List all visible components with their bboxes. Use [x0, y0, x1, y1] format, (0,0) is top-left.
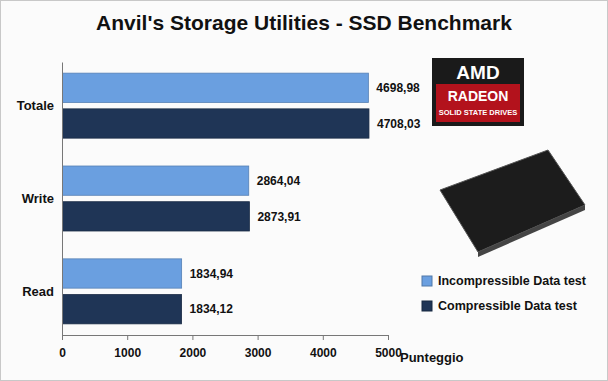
data-label: 1834,94	[190, 267, 234, 281]
bar	[62, 166, 249, 195]
bar	[62, 109, 369, 138]
x-tick: 1000	[114, 335, 141, 360]
legend-swatch	[422, 301, 432, 311]
x-axis-line	[63, 336, 389, 341]
annotation: SOLID STATE DRIVES	[439, 108, 517, 117]
x-tick-label: 2000	[180, 346, 207, 360]
x-tick: 3000	[245, 335, 272, 360]
chart: Anvil's Storage Utilities - SSD Benchmar…	[0, 0, 608, 381]
data-label: 1834,12	[190, 302, 234, 316]
legend-swatch	[422, 276, 432, 286]
logo-box	[432, 58, 524, 126]
x-tick: 0	[59, 335, 66, 360]
bar	[62, 259, 182, 288]
annotation: RADEON	[448, 88, 509, 104]
y-tick-label: Totale	[17, 98, 54, 113]
x-tick-label: 4000	[310, 346, 337, 360]
x-tick-mark	[62, 335, 63, 340]
bar	[62, 295, 182, 324]
x-tick-label: 3000	[245, 346, 272, 360]
x-tick: 5000	[375, 335, 402, 360]
y-tick-label: Read	[22, 284, 54, 299]
y-axis: Totale Write Read	[17, 63, 63, 336]
x-tick-mark	[258, 335, 259, 340]
data-label: 4708,03	[377, 117, 421, 131]
data-label: 4698,98	[376, 81, 420, 95]
bars	[62, 73, 369, 324]
y-tick: Write	[22, 191, 62, 206]
ssd-image	[440, 150, 585, 252]
logo-band	[436, 84, 520, 122]
ssd-edge	[478, 205, 585, 257]
legend-label: Compressible Data test	[438, 299, 578, 313]
x-tick-mark	[323, 335, 324, 340]
legend-label: Incompressible Data test	[438, 274, 587, 288]
annotation: AMD	[456, 62, 499, 83]
title: Anvil's Storage Utilities - SSD Benchmar…	[96, 11, 512, 34]
bar	[62, 73, 368, 102]
y-tick-label: Write	[22, 191, 54, 206]
x-tick-mark	[388, 335, 389, 340]
y-tick: Totale	[17, 98, 62, 113]
x-tick: 4000	[310, 335, 337, 360]
x-tick-label: 5000	[375, 346, 402, 360]
data-label: 2864,04	[257, 174, 301, 188]
x-tick: 2000	[180, 335, 207, 360]
x-tick-mark	[192, 335, 193, 340]
bar	[62, 202, 249, 231]
background	[1, 1, 608, 381]
x-axis: 0 1000 2000 3000 4000 5000	[59, 335, 402, 360]
logo: AMD RADEON SOLID STATE DRIVES	[432, 58, 524, 126]
x-tick-label: 0	[59, 346, 66, 360]
y-tick: Read	[22, 284, 62, 299]
x-axis-title: Punteggio	[400, 350, 464, 365]
x-tick-label: 1000	[114, 346, 141, 360]
y-axis-line	[62, 63, 63, 336]
data-label: 2873,91	[257, 210, 301, 224]
x-tick-mark	[127, 335, 128, 340]
